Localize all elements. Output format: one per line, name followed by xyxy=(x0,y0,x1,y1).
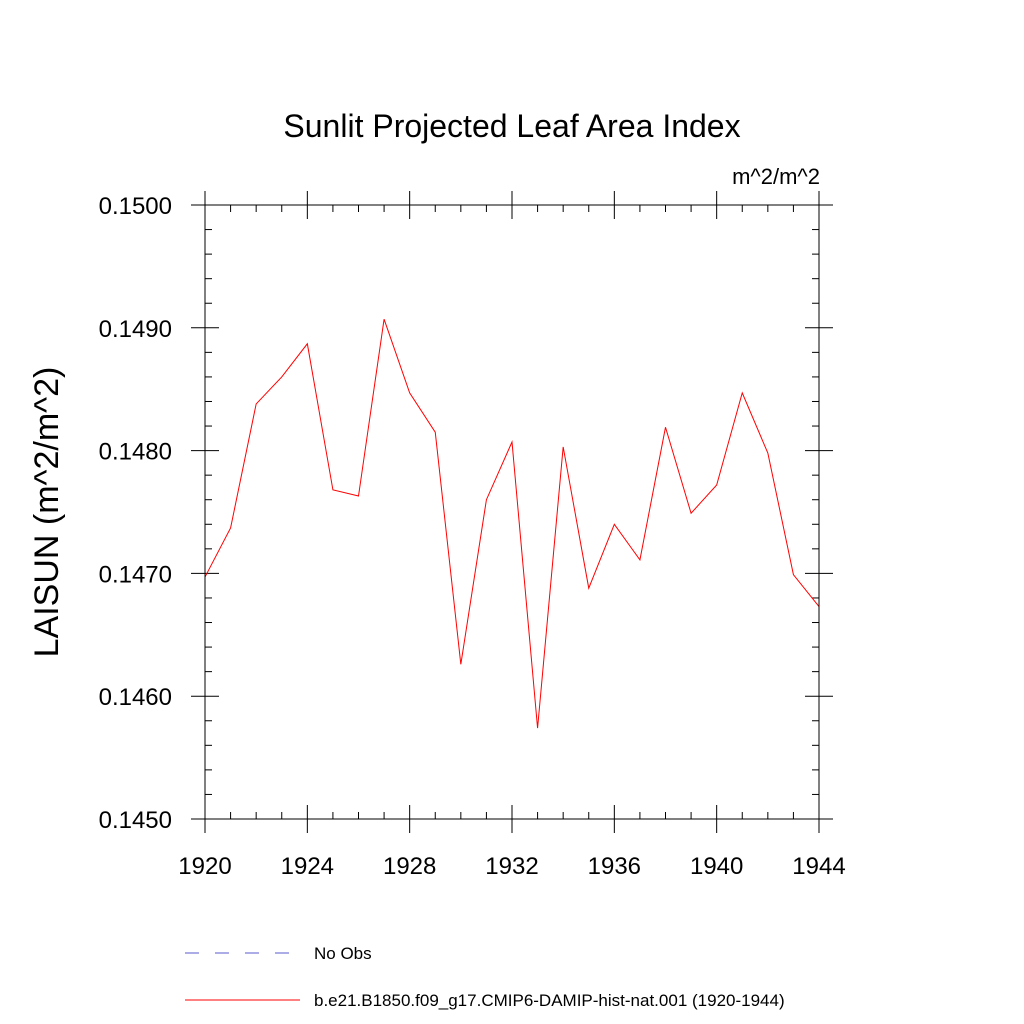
x-tick-label: 1940 xyxy=(690,853,743,880)
x-tick-label: 1924 xyxy=(281,853,334,880)
y-tick-labels: 0.1450 0.1460 0.1470 0.1480 0.1490 0.1500 xyxy=(99,193,172,834)
y-tick-label: 0.1500 xyxy=(99,193,172,220)
y-tick-label: 0.1470 xyxy=(99,561,172,588)
units-label: m^2/m^2 xyxy=(732,164,820,189)
x-tick-labels: 1920 1924 1928 1932 1936 1940 1944 xyxy=(178,853,845,880)
legend: No Obs b.e21.B1850.f09_g17.CMIP6-DAMIP-h… xyxy=(185,944,785,1010)
axis-ticks xyxy=(191,191,833,833)
series-layer xyxy=(204,319,820,729)
x-tick-label: 1944 xyxy=(792,853,845,880)
x-tick-label: 1932 xyxy=(485,853,538,880)
y-tick-label: 0.1480 xyxy=(99,439,172,466)
plot-frame xyxy=(204,204,820,820)
x-tick-label: 1928 xyxy=(383,853,436,880)
chart-title: Sunlit Projected Leaf Area Index xyxy=(283,108,740,144)
series-line xyxy=(204,319,820,729)
legend-label-model: b.e21.B1850.f09_g17.CMIP6-DAMIP-hist-nat… xyxy=(314,991,785,1010)
legend-label-no-obs: No Obs xyxy=(314,944,372,963)
x-tick-label: 1920 xyxy=(178,853,231,880)
y-tick-label: 0.1460 xyxy=(99,684,172,711)
y-tick-label: 0.1490 xyxy=(99,316,172,343)
y-axis-label: LAISUN (m^2/m^2) xyxy=(28,367,66,658)
x-tick-label: 1936 xyxy=(588,853,641,880)
y-tick-label: 0.1450 xyxy=(99,807,172,834)
